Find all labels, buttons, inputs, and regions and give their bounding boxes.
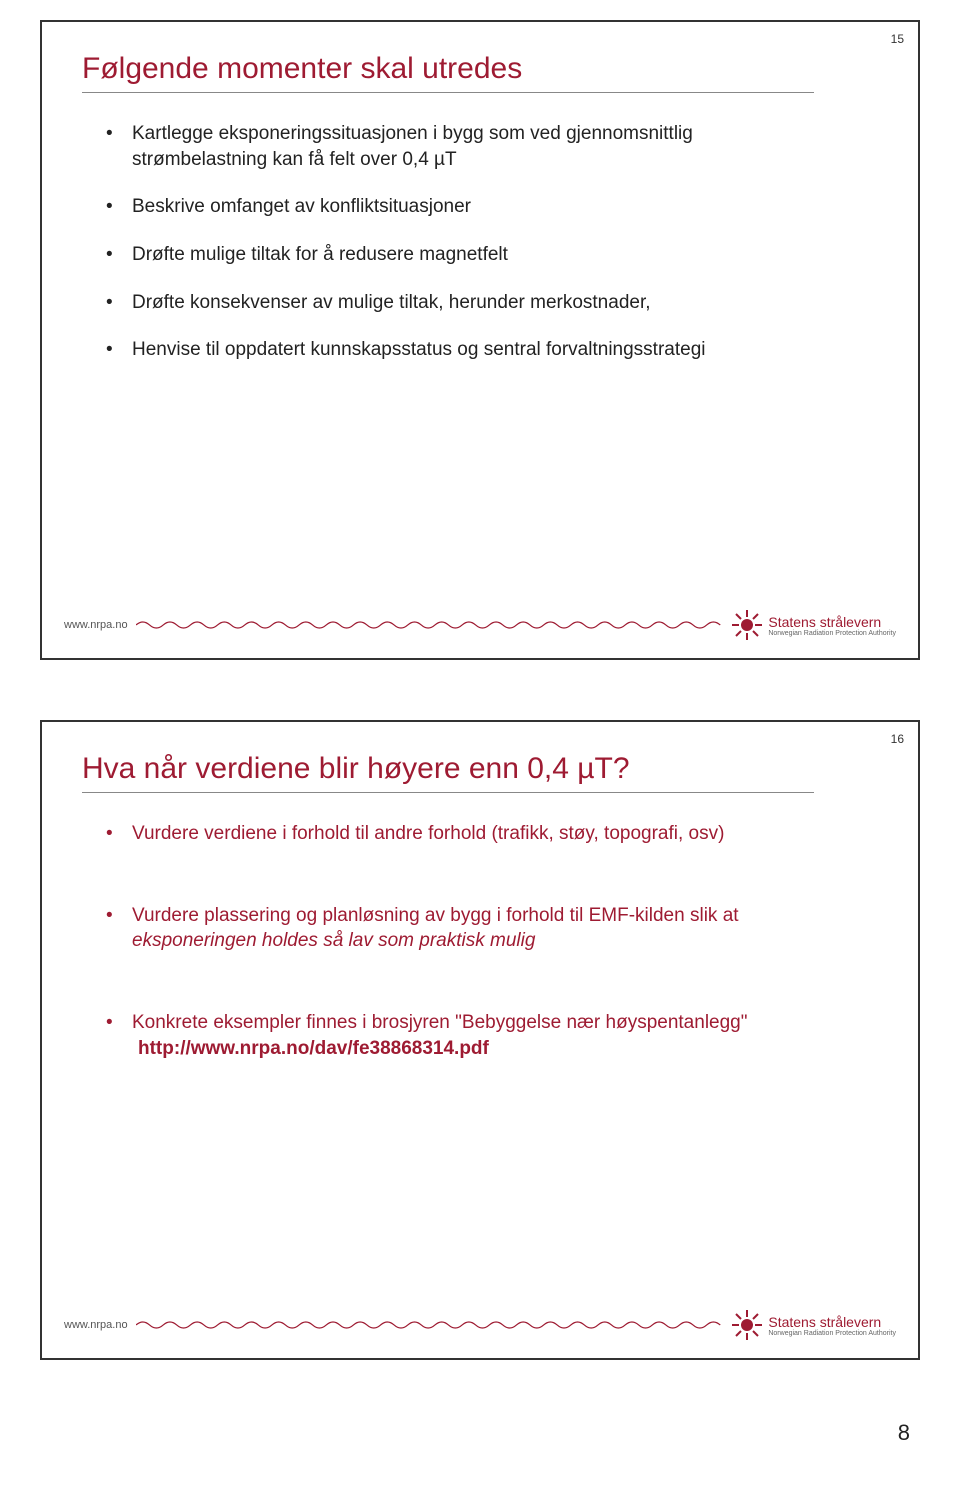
bullet-list: Vurdere verdiene i forhold til andre for… <box>106 821 822 1061</box>
logo-sub-text: Norwegian Radiation Protection Authority <box>768 630 896 637</box>
slide-title: Hva når verdiene blir høyere enn 0,4 µT? <box>82 752 878 786</box>
wave-icon <box>136 1318 725 1332</box>
list-item: Konkrete eksempler finnes i brosjyren "B… <box>106 1010 822 1061</box>
slide-number: 16 <box>891 732 904 746</box>
bullet-text-a: Vurdere plassering og planløsning av byg… <box>132 905 739 926</box>
slide-number: 15 <box>891 32 904 46</box>
bullet-text-b: eksponeringen holdes så lav som praktisk… <box>132 930 535 951</box>
list-item: Drøfte konsekvenser av mulige tiltak, he… <box>106 290 822 316</box>
title-rule <box>82 792 814 793</box>
wave-icon <box>136 618 725 632</box>
bullet-list: Kartlegge eksponeringssituasjonen i bygg… <box>106 121 822 363</box>
slide-footer: www.nrpa.no Statens strålevern <box>64 1310 896 1340</box>
slide-16: 16 Hva når verdiene blir høyere enn 0,4 … <box>40 720 920 1360</box>
footer-url: www.nrpa.no <box>64 619 128 631</box>
logo-icon <box>732 610 762 640</box>
bullet-text-a: Konkrete eksempler finnes i brosjyren "B… <box>132 1012 748 1033</box>
bullet-link[interactable]: http://www.nrpa.no/dav/fe38868314.pdf <box>132 1038 489 1059</box>
page-number: 8 <box>40 1420 910 1446</box>
footer-logo: Statens strålevern Norwegian Radiation P… <box>732 610 896 640</box>
list-item: Drøfte mulige tiltak for å redusere magn… <box>106 242 822 268</box>
logo-icon <box>732 1310 762 1340</box>
slide-footer: www.nrpa.no Statens strålevern <box>64 610 896 640</box>
footer-logo: Statens strålevern Norwegian Radiation P… <box>732 1310 896 1340</box>
list-item: Vurdere plassering og planløsning av byg… <box>106 903 822 954</box>
list-item: Beskrive omfanget av konfliktsituasjoner <box>106 194 822 220</box>
list-item: Henvise til oppdatert kunnskapsstatus og… <box>106 337 822 363</box>
logo-main-text: Statens strålevern <box>768 1314 896 1330</box>
logo-sub-text: Norwegian Radiation Protection Authority <box>768 1330 896 1337</box>
list-item: Vurdere verdiene i forhold til andre for… <box>106 821 822 847</box>
logo-main-text: Statens strålevern <box>768 614 896 630</box>
title-rule <box>82 92 814 93</box>
slide-title: Følgende momenter skal utredes <box>82 52 878 86</box>
slide-15: 15 Følgende momenter skal utredes Kartle… <box>40 20 920 660</box>
list-item: Kartlegge eksponeringssituasjonen i bygg… <box>106 121 822 172</box>
footer-url: www.nrpa.no <box>64 1319 128 1331</box>
